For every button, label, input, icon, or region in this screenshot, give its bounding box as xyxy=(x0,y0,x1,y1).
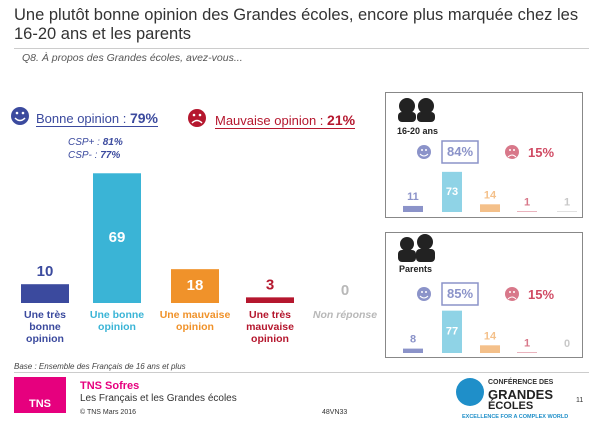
subgroup-value: 81% xyxy=(102,137,123,148)
value-label: 18 xyxy=(187,277,204,294)
cge-logo-line: ÉCOLES xyxy=(488,400,534,412)
bar xyxy=(442,171,462,212)
page-number: 11 xyxy=(576,397,584,404)
value-label: 77 xyxy=(446,326,458,338)
subgroup-value: 77% xyxy=(100,150,121,161)
value-label: 11 xyxy=(407,191,419,203)
copyright: © TNS Mars 2016 xyxy=(80,409,136,416)
subgroup-name: CSP- : xyxy=(68,150,98,161)
category-label: Une très bonne opinion xyxy=(23,309,66,345)
negative-value: 15% xyxy=(528,145,555,160)
cge-logo-line: CONFÉRENCE DES xyxy=(488,379,554,386)
category-label: Une bonne opinion xyxy=(89,309,145,333)
highlight-box xyxy=(441,140,479,164)
subgroup: CSP+ : 81% xyxy=(68,137,123,148)
tns-logo: TNS xyxy=(14,377,66,413)
positive-value: 84% xyxy=(447,144,474,159)
negative-summary: Mauvaise opinion : 21% xyxy=(215,112,356,129)
bar xyxy=(557,211,577,212)
value-label: 10 xyxy=(37,263,54,280)
bar xyxy=(171,269,219,303)
panel-title: Parents xyxy=(399,264,433,274)
value-label: 14 xyxy=(484,330,497,342)
subgroup: CSP- : 77% xyxy=(68,150,120,161)
brand: TNS Sofres xyxy=(80,380,140,392)
positive-value: 85% xyxy=(447,286,474,301)
category-label: Une très mauvaise opinion xyxy=(246,309,294,345)
cge-emblem xyxy=(456,378,484,406)
value-label: 1 xyxy=(524,197,530,209)
bar xyxy=(517,211,537,212)
panel xyxy=(385,92,583,218)
divider xyxy=(14,48,589,49)
bar xyxy=(403,348,423,353)
bar xyxy=(517,352,537,353)
cge-tagline: EXCELLENCE FOR A COMPLEX WORLD xyxy=(462,414,569,420)
value-label: 73 xyxy=(446,186,458,198)
positive-value: 79% xyxy=(129,110,159,126)
question: Q8. À propos des Grandes écoles, avez-vo… xyxy=(22,52,243,64)
value-label: 0 xyxy=(564,338,570,350)
value-label: 1 xyxy=(564,197,570,209)
positive-label: Bonne opinion : xyxy=(36,111,127,126)
subgroup-name: CSP+ : xyxy=(68,137,100,148)
negative-label: Mauvaise opinion : xyxy=(215,113,324,128)
value-label: 14 xyxy=(484,189,497,201)
positive-summary: Bonne opinion : 79% xyxy=(36,110,159,127)
value-label: 69 xyxy=(109,229,126,246)
negative-value: 21% xyxy=(327,112,356,128)
cge-logo-line: GRANDES xyxy=(488,387,554,402)
value-label: 8 xyxy=(410,334,416,346)
divider xyxy=(14,372,589,373)
highlight-box xyxy=(441,282,479,306)
category-label: Une mauvaise opinion xyxy=(159,309,231,333)
negative-value: 15% xyxy=(528,287,555,302)
value-label: 1 xyxy=(524,338,530,350)
bar xyxy=(246,297,294,303)
bar xyxy=(480,345,500,353)
bar xyxy=(21,284,69,303)
panel-title: 16-20 ans xyxy=(397,126,439,136)
bar xyxy=(403,205,423,212)
smileys xyxy=(11,98,519,301)
panel xyxy=(385,232,583,358)
code: 48VN33 xyxy=(322,409,348,416)
base-note: Base : Ensemble des Français de 16 ans e… xyxy=(14,362,186,371)
title: Une plutôt bonne opinion des Grandes éco… xyxy=(14,6,579,43)
study: Les Français et les Grandes écoles xyxy=(80,393,237,404)
bar xyxy=(93,173,141,303)
value-label: 3 xyxy=(266,276,274,293)
bar xyxy=(480,204,500,212)
category-label: Non réponse xyxy=(312,309,378,321)
bar xyxy=(442,310,462,353)
value-label: 0 xyxy=(341,282,349,299)
